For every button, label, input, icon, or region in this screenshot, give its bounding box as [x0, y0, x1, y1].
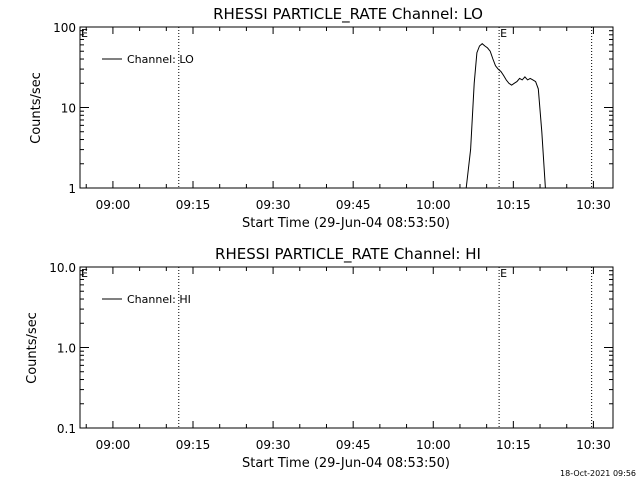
plot-area-lo: [79, 26, 614, 189]
legend-hi: Channel: HI: [102, 293, 191, 306]
x-ticks-lo: 09:00 09:15 09:30 09:45 10:00 10:15 10:30: [85, 27, 611, 212]
y-tick-label-lo-2: 100: [53, 21, 76, 35]
x-tick-label-hi-4: 10:00: [416, 438, 451, 452]
x-axis-label-hi: Start Time (29-Jun-04 08:53:50): [242, 456, 450, 471]
x-tick-label-hi-2: 09:30: [256, 438, 291, 452]
legend-lo: Channel: LO: [102, 53, 194, 66]
x-tick-label-hi-5: 10:15: [496, 438, 531, 452]
y-tick-label-lo-0: 1: [68, 182, 76, 196]
chart-panel-hi: RHESSI PARTICLE_RATE Channel: HI Counts/…: [25, 245, 614, 471]
x-tick-label-lo-2: 09:30: [256, 198, 291, 212]
chart-title-lo: RHESSI PARTICLE_RATE Channel: LO: [213, 5, 483, 24]
marker-label-lo-2: E: [500, 27, 507, 40]
x-tick-label-lo-0: 09:00: [96, 198, 131, 212]
series-line-lo-0: [465, 43, 546, 189]
marker-label-lo-0: E: [81, 27, 88, 40]
x-tick-label-lo-3: 09:45: [336, 198, 371, 212]
x-tick-label-hi-6: 10:30: [576, 438, 611, 452]
y-axis-label-hi: Counts/sec: [25, 312, 40, 384]
chart-title-hi: RHESSI PARTICLE_RATE Channel: HI: [215, 245, 481, 264]
x-tick-label-hi-1: 09:15: [176, 438, 211, 452]
x-ticks-hi: 09:00 09:15 09:30 09:45 10:00 10:15 10:30: [85, 267, 611, 452]
legend-label-lo: Channel: LO: [127, 53, 194, 66]
x-tick-label-lo-1: 09:15: [176, 198, 211, 212]
y-ticks-hi: 0.1 1.0 10.0: [49, 261, 613, 436]
chart-panel-lo: RHESSI PARTICLE_RATE Channel: LO Counts/…: [29, 5, 614, 231]
x-tick-label-hi-0: 09:00: [96, 438, 131, 452]
plot-area-hi: [79, 266, 614, 429]
series-lo: [465, 43, 546, 189]
y-tick-label-hi-1: 1.0: [57, 342, 76, 356]
footer-timestamp: 18-Oct-2021 09:56: [560, 469, 636, 478]
y-axis-label-lo: Counts/sec: [29, 72, 44, 144]
x-tick-label-lo-6: 10:30: [576, 198, 611, 212]
marker-label-hi-2: E: [500, 267, 507, 280]
legend-label-hi: Channel: HI: [127, 293, 191, 306]
x-tick-label-lo-4: 10:00: [416, 198, 451, 212]
y-ticks-lo: 1 10 100: [53, 21, 613, 196]
y-tick-label-hi-0: 0.1: [57, 422, 76, 436]
y-tick-label-hi-2: 10.0: [49, 261, 76, 275]
x-axis-label-lo: Start Time (29-Jun-04 08:53:50): [242, 216, 450, 231]
marker-label-hi-0: E: [81, 267, 88, 280]
x-tick-label-hi-3: 09:45: [336, 438, 371, 452]
y-tick-label-lo-1: 10: [61, 102, 76, 116]
x-tick-label-lo-5: 10:15: [496, 198, 531, 212]
